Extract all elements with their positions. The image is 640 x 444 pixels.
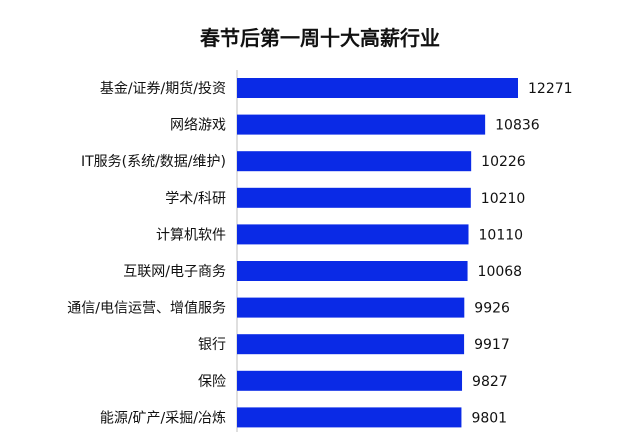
- bar: [237, 297, 465, 318]
- bar: [237, 261, 468, 281]
- chart-title: 春节后第一周十大高薪行业: [200, 26, 440, 50]
- category-label: 计算机软件: [156, 227, 226, 243]
- value-label: 9801: [471, 410, 507, 426]
- bar: [237, 187, 471, 208]
- bar: [237, 407, 462, 428]
- value-label: 10210: [481, 191, 526, 207]
- category-label: 能源/矿产/采掘/冶炼: [100, 410, 226, 426]
- value-label: 10068: [478, 264, 523, 280]
- category-label: 保险: [198, 374, 226, 390]
- value-label: 12271: [528, 81, 573, 97]
- value-label: 10836: [495, 118, 540, 134]
- value-label: 10110: [479, 227, 524, 243]
- bar: [237, 78, 518, 98]
- category-label: 通信/电信运营、增值服务: [67, 301, 226, 317]
- bar: [237, 334, 465, 355]
- category-label: 网络游戏: [170, 118, 226, 134]
- bar: [237, 151, 472, 172]
- category-label: IT服务(系统/数据/维护): [81, 154, 226, 170]
- category-label: 银行: [198, 337, 226, 353]
- value-label: 10226: [481, 154, 526, 170]
- value-label: 9917: [474, 337, 510, 353]
- value-label: 9827: [472, 374, 508, 390]
- bar: [237, 224, 469, 245]
- bar: [237, 114, 486, 135]
- bar: [237, 370, 463, 391]
- category-label: 学术/科研: [165, 191, 226, 207]
- category-label: 基金/证券/期货/投资: [100, 80, 226, 97]
- category-label: 互联网/电子商务: [123, 264, 226, 280]
- value-label: 9926: [474, 301, 510, 317]
